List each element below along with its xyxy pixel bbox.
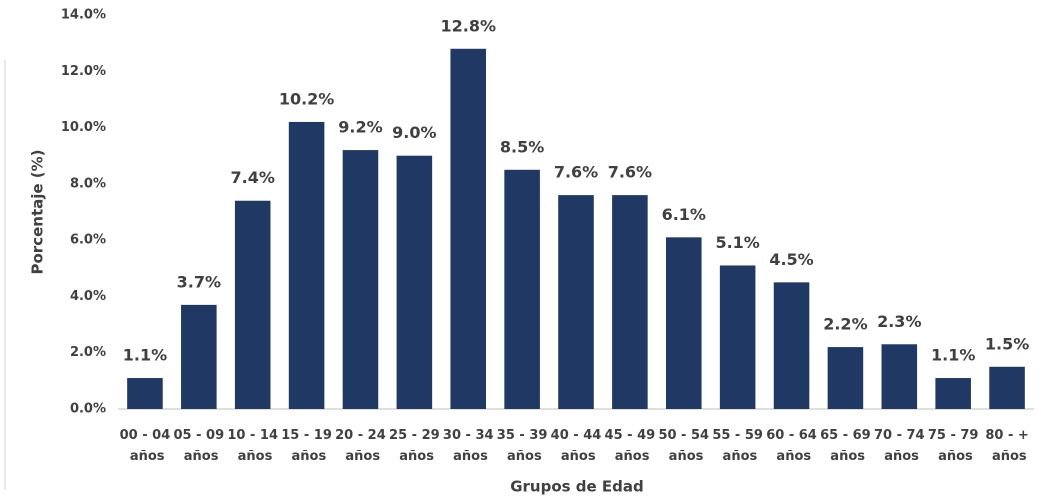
value-label: 2.2% — [823, 315, 867, 334]
value-label: 12.8% — [440, 16, 496, 35]
value-label: 9.2% — [338, 118, 382, 137]
bar — [989, 366, 1025, 409]
y-tick-label: 8.0% — [70, 176, 106, 191]
bar — [288, 121, 325, 409]
bar — [450, 48, 487, 410]
bar — [558, 195, 594, 409]
bar — [181, 304, 217, 409]
bar — [612, 195, 648, 409]
x-tick-label: 75 - 79 años — [928, 428, 979, 464]
value-label: 1.5% — [985, 334, 1029, 353]
y-tick-label: 4.0% — [70, 289, 106, 304]
y-tick-label: 6.0% — [70, 233, 106, 248]
x-tick-label: 50 - 54 años — [658, 428, 709, 464]
value-label: 8.5% — [500, 137, 544, 156]
y-axis-title: Porcentaje (%) — [29, 149, 47, 274]
bar — [504, 169, 540, 409]
y-tick-label: 0.0% — [70, 402, 106, 417]
value-label: 9.0% — [392, 123, 436, 142]
bar — [773, 282, 810, 409]
x-tick-label: 60 - 64 años — [766, 428, 817, 464]
x-tick-label: 05 - 09 años — [174, 428, 225, 464]
x-tick-label: 70 - 74 años — [874, 428, 925, 464]
value-label: 2.3% — [877, 312, 921, 331]
x-tick-label: 00 - 04 años — [120, 428, 171, 464]
value-label: 6.1% — [662, 205, 706, 224]
x-tick-label: 40 - 44 años — [551, 428, 602, 464]
bar — [881, 344, 918, 409]
bar — [342, 150, 379, 410]
x-tick-label: 65 - 69 años — [820, 428, 871, 464]
value-label: 3.7% — [177, 272, 221, 291]
bar — [127, 378, 163, 409]
x-tick-label: 10 - 14 años — [227, 428, 278, 464]
y-tick-label: 14.0% — [61, 8, 106, 23]
x-tick-label: 25 - 29 años — [389, 428, 440, 464]
value-label: 1.1% — [123, 346, 167, 365]
x-tick-label: 30 - 34 años — [443, 428, 494, 464]
x-tick-label: 35 - 39 años — [497, 428, 548, 464]
x-tick-label: 55 - 59 años — [712, 428, 763, 464]
bar — [719, 265, 756, 409]
bar — [396, 155, 433, 409]
x-tick-label: 45 - 49 años — [605, 428, 656, 464]
value-label: 7.4% — [231, 168, 275, 187]
y-tick-label: 10.0% — [61, 120, 106, 135]
x-tick-label: 80 - + años — [985, 428, 1028, 464]
value-label: 5.1% — [715, 233, 759, 252]
y-tick-label: 12.0% — [61, 64, 106, 79]
x-tick-label: 15 - 19 años — [281, 428, 332, 464]
y-tick-label: 2.0% — [70, 345, 106, 360]
value-label: 7.6% — [554, 163, 598, 182]
value-label: 10.2% — [279, 89, 335, 108]
value-label: 4.5% — [769, 250, 813, 269]
x-axis-title: Grupos de Edad — [510, 478, 644, 496]
value-label: 1.1% — [931, 346, 975, 365]
bar — [935, 378, 971, 409]
bar — [827, 347, 864, 409]
value-label: 7.6% — [608, 163, 652, 182]
bar — [234, 200, 271, 409]
x-tick-label: 20 - 24 años — [335, 428, 386, 464]
bar — [665, 237, 702, 409]
